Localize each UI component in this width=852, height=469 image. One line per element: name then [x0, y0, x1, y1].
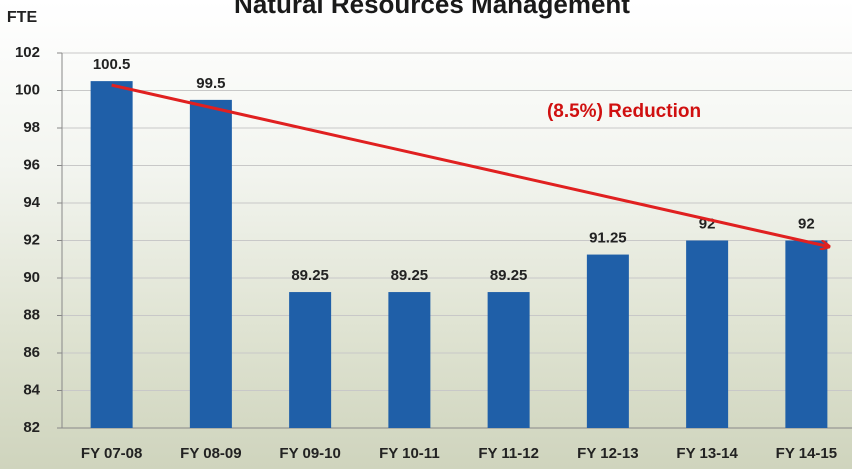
x-tick-label: FY 09-10	[279, 445, 340, 462]
bar	[388, 292, 430, 428]
y-tick-label: 82	[23, 419, 40, 436]
y-tick-label: 96	[23, 156, 40, 173]
x-tick-label: FY 07-08	[81, 445, 142, 462]
bar	[587, 255, 629, 428]
y-tick-label: 94	[23, 194, 40, 211]
x-tick-label: FY 13-14	[676, 445, 738, 462]
page: Natural Resources Management FTE (8.5%) …	[0, 0, 852, 469]
y-tick-label: 92	[23, 231, 40, 248]
y-axis-label: FTE	[7, 9, 38, 26]
y-tick-label: 88	[23, 306, 40, 323]
y-tick-label: 86	[23, 344, 40, 361]
value-label: 89.25	[391, 267, 429, 284]
bar	[686, 241, 728, 429]
bar	[190, 100, 232, 428]
value-label: 92	[798, 215, 815, 232]
x-tick-label: FY 12-13	[577, 445, 638, 462]
value-label: 99.5	[196, 75, 225, 92]
value-label: 89.25	[490, 267, 528, 284]
y-tick-label: 98	[23, 119, 40, 136]
x-tick-label: FY 14-15	[776, 445, 837, 462]
bar	[488, 292, 530, 428]
chart-title: Natural Resources Management	[234, 0, 630, 19]
x-tick-label: FY 08-09	[180, 445, 241, 462]
y-tick-label: 90	[23, 269, 40, 286]
y-tick-label: 84	[23, 381, 40, 398]
value-label: 100.5	[93, 56, 131, 73]
bar	[289, 292, 331, 428]
value-label: 91.25	[589, 230, 627, 247]
value-label: 89.25	[291, 267, 329, 284]
x-tick-label: FY 11-12	[478, 445, 539, 462]
chart: Natural Resources Management FTE (8.5%) …	[0, 0, 852, 469]
bar	[785, 241, 827, 429]
y-tick-label: 100	[15, 81, 40, 98]
y-tick-label: 102	[15, 44, 40, 61]
x-tick-label: FY 10-11	[379, 445, 440, 462]
annotation: (8.5%) Reduction	[547, 101, 701, 122]
bar	[91, 81, 133, 428]
